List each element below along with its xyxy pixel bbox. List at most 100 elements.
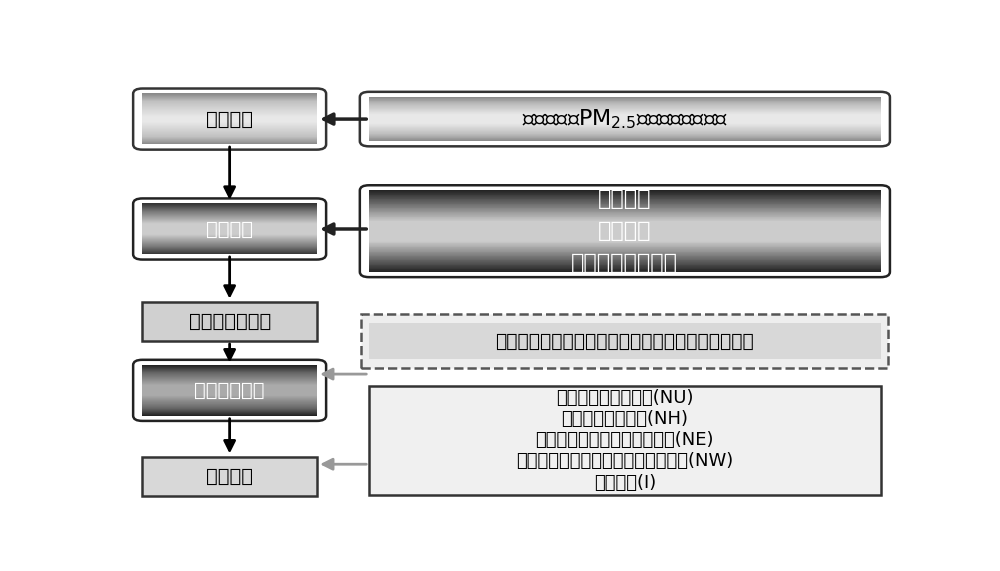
Bar [369,210,881,211]
Bar [142,401,317,402]
Bar [369,130,881,131]
Bar [369,134,881,135]
Bar [142,228,317,230]
Bar [369,194,881,195]
Text: 聚类分析: 聚类分析 [598,221,652,241]
Bar [369,191,881,192]
Bar [369,108,881,109]
Bar [369,243,881,244]
Bar [369,110,881,111]
Bar [369,107,881,108]
Bar [369,260,881,262]
Bar [369,127,881,128]
Bar [142,217,317,218]
Bar [369,208,881,209]
Bar [369,111,881,112]
Bar [369,136,881,138]
Bar [142,245,317,246]
Bar [142,121,317,122]
Bar [142,211,317,212]
Bar [142,387,317,388]
Bar [369,206,881,208]
Text: 城市间的关联性: 城市间的关联性 [188,312,271,331]
Bar [369,103,881,104]
Bar [369,98,881,99]
Bar [369,223,881,225]
Bar [369,252,881,253]
Bar [142,116,317,117]
Bar [369,206,881,207]
Bar [369,97,881,98]
Bar [369,115,881,116]
Bar [369,267,881,268]
Bar [369,126,881,127]
Bar [142,244,317,245]
Bar [142,101,317,102]
Bar [142,247,317,248]
Bar [369,218,881,219]
Bar [142,382,317,383]
Bar [369,259,881,260]
Bar [369,227,881,228]
Bar [142,408,317,409]
Bar [369,256,881,257]
Bar [142,411,317,412]
Bar [142,236,317,237]
Bar [142,102,317,103]
Bar [369,122,881,123]
Bar [142,104,317,105]
Bar [142,116,317,118]
Bar [142,124,317,125]
Bar [369,246,881,247]
Bar [142,393,317,395]
Bar [369,108,881,110]
Bar [369,238,881,239]
Bar [142,133,317,134]
Bar [369,223,881,224]
Bar [369,239,881,240]
Bar [369,117,881,118]
Bar [369,262,881,263]
Bar [142,204,317,205]
Bar [142,367,317,368]
Bar [142,386,317,387]
Bar [369,106,881,107]
Bar [142,223,317,224]
Text: 评估结果: 评估结果 [206,467,253,486]
Bar [369,211,881,212]
Bar [142,140,317,141]
Bar [142,369,317,370]
Bar [369,104,881,105]
Bar [142,400,317,401]
Bar [142,412,317,413]
Bar [142,389,317,391]
Bar [369,211,881,212]
Bar [142,120,317,122]
Bar [369,134,881,135]
Bar [369,196,881,198]
Bar [369,112,881,113]
Bar [142,405,317,406]
Text: 标准化的污染物控制弹性指标(NE): 标准化的污染物控制弹性指标(NE) [536,431,714,449]
Bar [142,372,317,373]
Bar [369,238,881,239]
Bar [369,125,881,126]
Bar [142,130,317,131]
Bar [369,99,881,100]
Bar [142,410,317,411]
Bar [142,376,317,377]
Bar [142,139,317,140]
Bar [142,128,317,130]
Bar [142,372,317,373]
Bar [142,246,317,247]
Bar [142,207,317,208]
Bar [142,142,317,143]
Bar [142,215,317,216]
Bar [142,406,317,407]
Bar [142,96,317,97]
Bar [369,106,881,107]
Bar [369,102,881,103]
Bar [369,103,881,104]
Bar [369,323,881,359]
Bar [142,384,317,385]
